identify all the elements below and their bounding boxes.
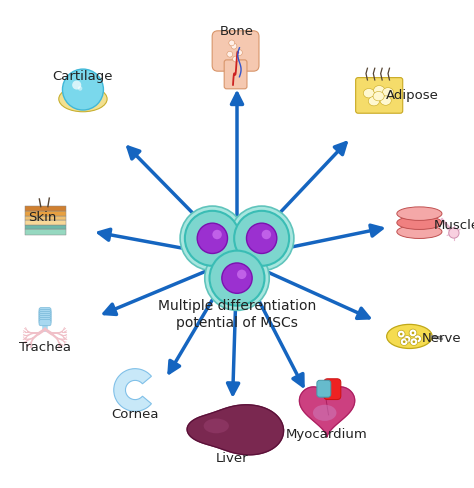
Circle shape bbox=[210, 251, 264, 305]
Circle shape bbox=[416, 338, 419, 340]
Text: Adipose: Adipose bbox=[386, 89, 439, 102]
FancyBboxPatch shape bbox=[324, 379, 341, 400]
Circle shape bbox=[412, 341, 415, 343]
Circle shape bbox=[197, 223, 228, 253]
Circle shape bbox=[72, 81, 81, 90]
Circle shape bbox=[438, 336, 441, 339]
Wedge shape bbox=[114, 368, 151, 411]
Ellipse shape bbox=[204, 419, 229, 433]
FancyBboxPatch shape bbox=[25, 206, 65, 211]
Text: Bone: Bone bbox=[220, 25, 254, 38]
Text: Muscle: Muscle bbox=[434, 219, 474, 231]
FancyBboxPatch shape bbox=[39, 320, 51, 326]
Ellipse shape bbox=[374, 85, 385, 95]
FancyBboxPatch shape bbox=[39, 318, 51, 324]
Ellipse shape bbox=[368, 97, 380, 106]
Circle shape bbox=[180, 206, 245, 270]
FancyBboxPatch shape bbox=[25, 225, 65, 229]
Ellipse shape bbox=[373, 91, 384, 101]
FancyBboxPatch shape bbox=[212, 31, 259, 71]
FancyBboxPatch shape bbox=[25, 211, 65, 216]
Ellipse shape bbox=[383, 88, 393, 97]
FancyBboxPatch shape bbox=[39, 309, 51, 316]
Circle shape bbox=[205, 246, 269, 310]
Circle shape bbox=[229, 206, 294, 270]
Ellipse shape bbox=[397, 225, 442, 239]
Text: Liver: Liver bbox=[216, 451, 248, 465]
Circle shape bbox=[185, 211, 240, 266]
FancyBboxPatch shape bbox=[25, 220, 65, 225]
Circle shape bbox=[449, 228, 459, 238]
Polygon shape bbox=[187, 405, 283, 455]
Ellipse shape bbox=[397, 207, 442, 221]
Text: Trachea: Trachea bbox=[19, 341, 71, 354]
Text: Multiple differentiation
potential of MSCs: Multiple differentiation potential of MS… bbox=[158, 299, 316, 330]
Circle shape bbox=[435, 336, 438, 339]
Circle shape bbox=[246, 223, 277, 253]
Ellipse shape bbox=[313, 405, 337, 421]
Circle shape bbox=[406, 338, 409, 341]
Text: Cornea: Cornea bbox=[111, 407, 159, 421]
Circle shape bbox=[234, 211, 289, 266]
Circle shape bbox=[411, 331, 414, 334]
Circle shape bbox=[212, 230, 222, 239]
Circle shape bbox=[414, 335, 421, 343]
Circle shape bbox=[237, 269, 246, 279]
Circle shape bbox=[78, 86, 82, 91]
Text: Nerve: Nerve bbox=[422, 332, 462, 346]
Text: Myocardium: Myocardium bbox=[286, 428, 368, 441]
Circle shape bbox=[262, 230, 271, 239]
Circle shape bbox=[403, 341, 405, 343]
Circle shape bbox=[231, 43, 237, 49]
Circle shape bbox=[233, 56, 238, 62]
FancyBboxPatch shape bbox=[39, 307, 51, 314]
Circle shape bbox=[401, 338, 408, 346]
Circle shape bbox=[410, 338, 418, 346]
FancyBboxPatch shape bbox=[39, 316, 51, 322]
Circle shape bbox=[403, 336, 411, 343]
Circle shape bbox=[237, 50, 242, 56]
FancyBboxPatch shape bbox=[25, 229, 65, 235]
FancyBboxPatch shape bbox=[39, 314, 51, 320]
Ellipse shape bbox=[59, 86, 107, 112]
Ellipse shape bbox=[397, 216, 442, 229]
Text: Cartilage: Cartilage bbox=[53, 70, 113, 83]
FancyBboxPatch shape bbox=[224, 60, 247, 89]
Circle shape bbox=[227, 51, 233, 57]
Polygon shape bbox=[300, 387, 355, 437]
FancyBboxPatch shape bbox=[25, 216, 65, 220]
Circle shape bbox=[222, 263, 252, 293]
FancyBboxPatch shape bbox=[39, 312, 51, 318]
Circle shape bbox=[229, 40, 235, 46]
Circle shape bbox=[397, 330, 405, 338]
FancyBboxPatch shape bbox=[356, 78, 403, 113]
Ellipse shape bbox=[380, 96, 391, 105]
Circle shape bbox=[63, 69, 103, 110]
Ellipse shape bbox=[364, 88, 374, 98]
Text: Skin: Skin bbox=[28, 211, 57, 224]
FancyBboxPatch shape bbox=[317, 380, 331, 397]
Ellipse shape bbox=[387, 325, 432, 348]
Circle shape bbox=[409, 329, 417, 337]
Circle shape bbox=[400, 333, 402, 335]
